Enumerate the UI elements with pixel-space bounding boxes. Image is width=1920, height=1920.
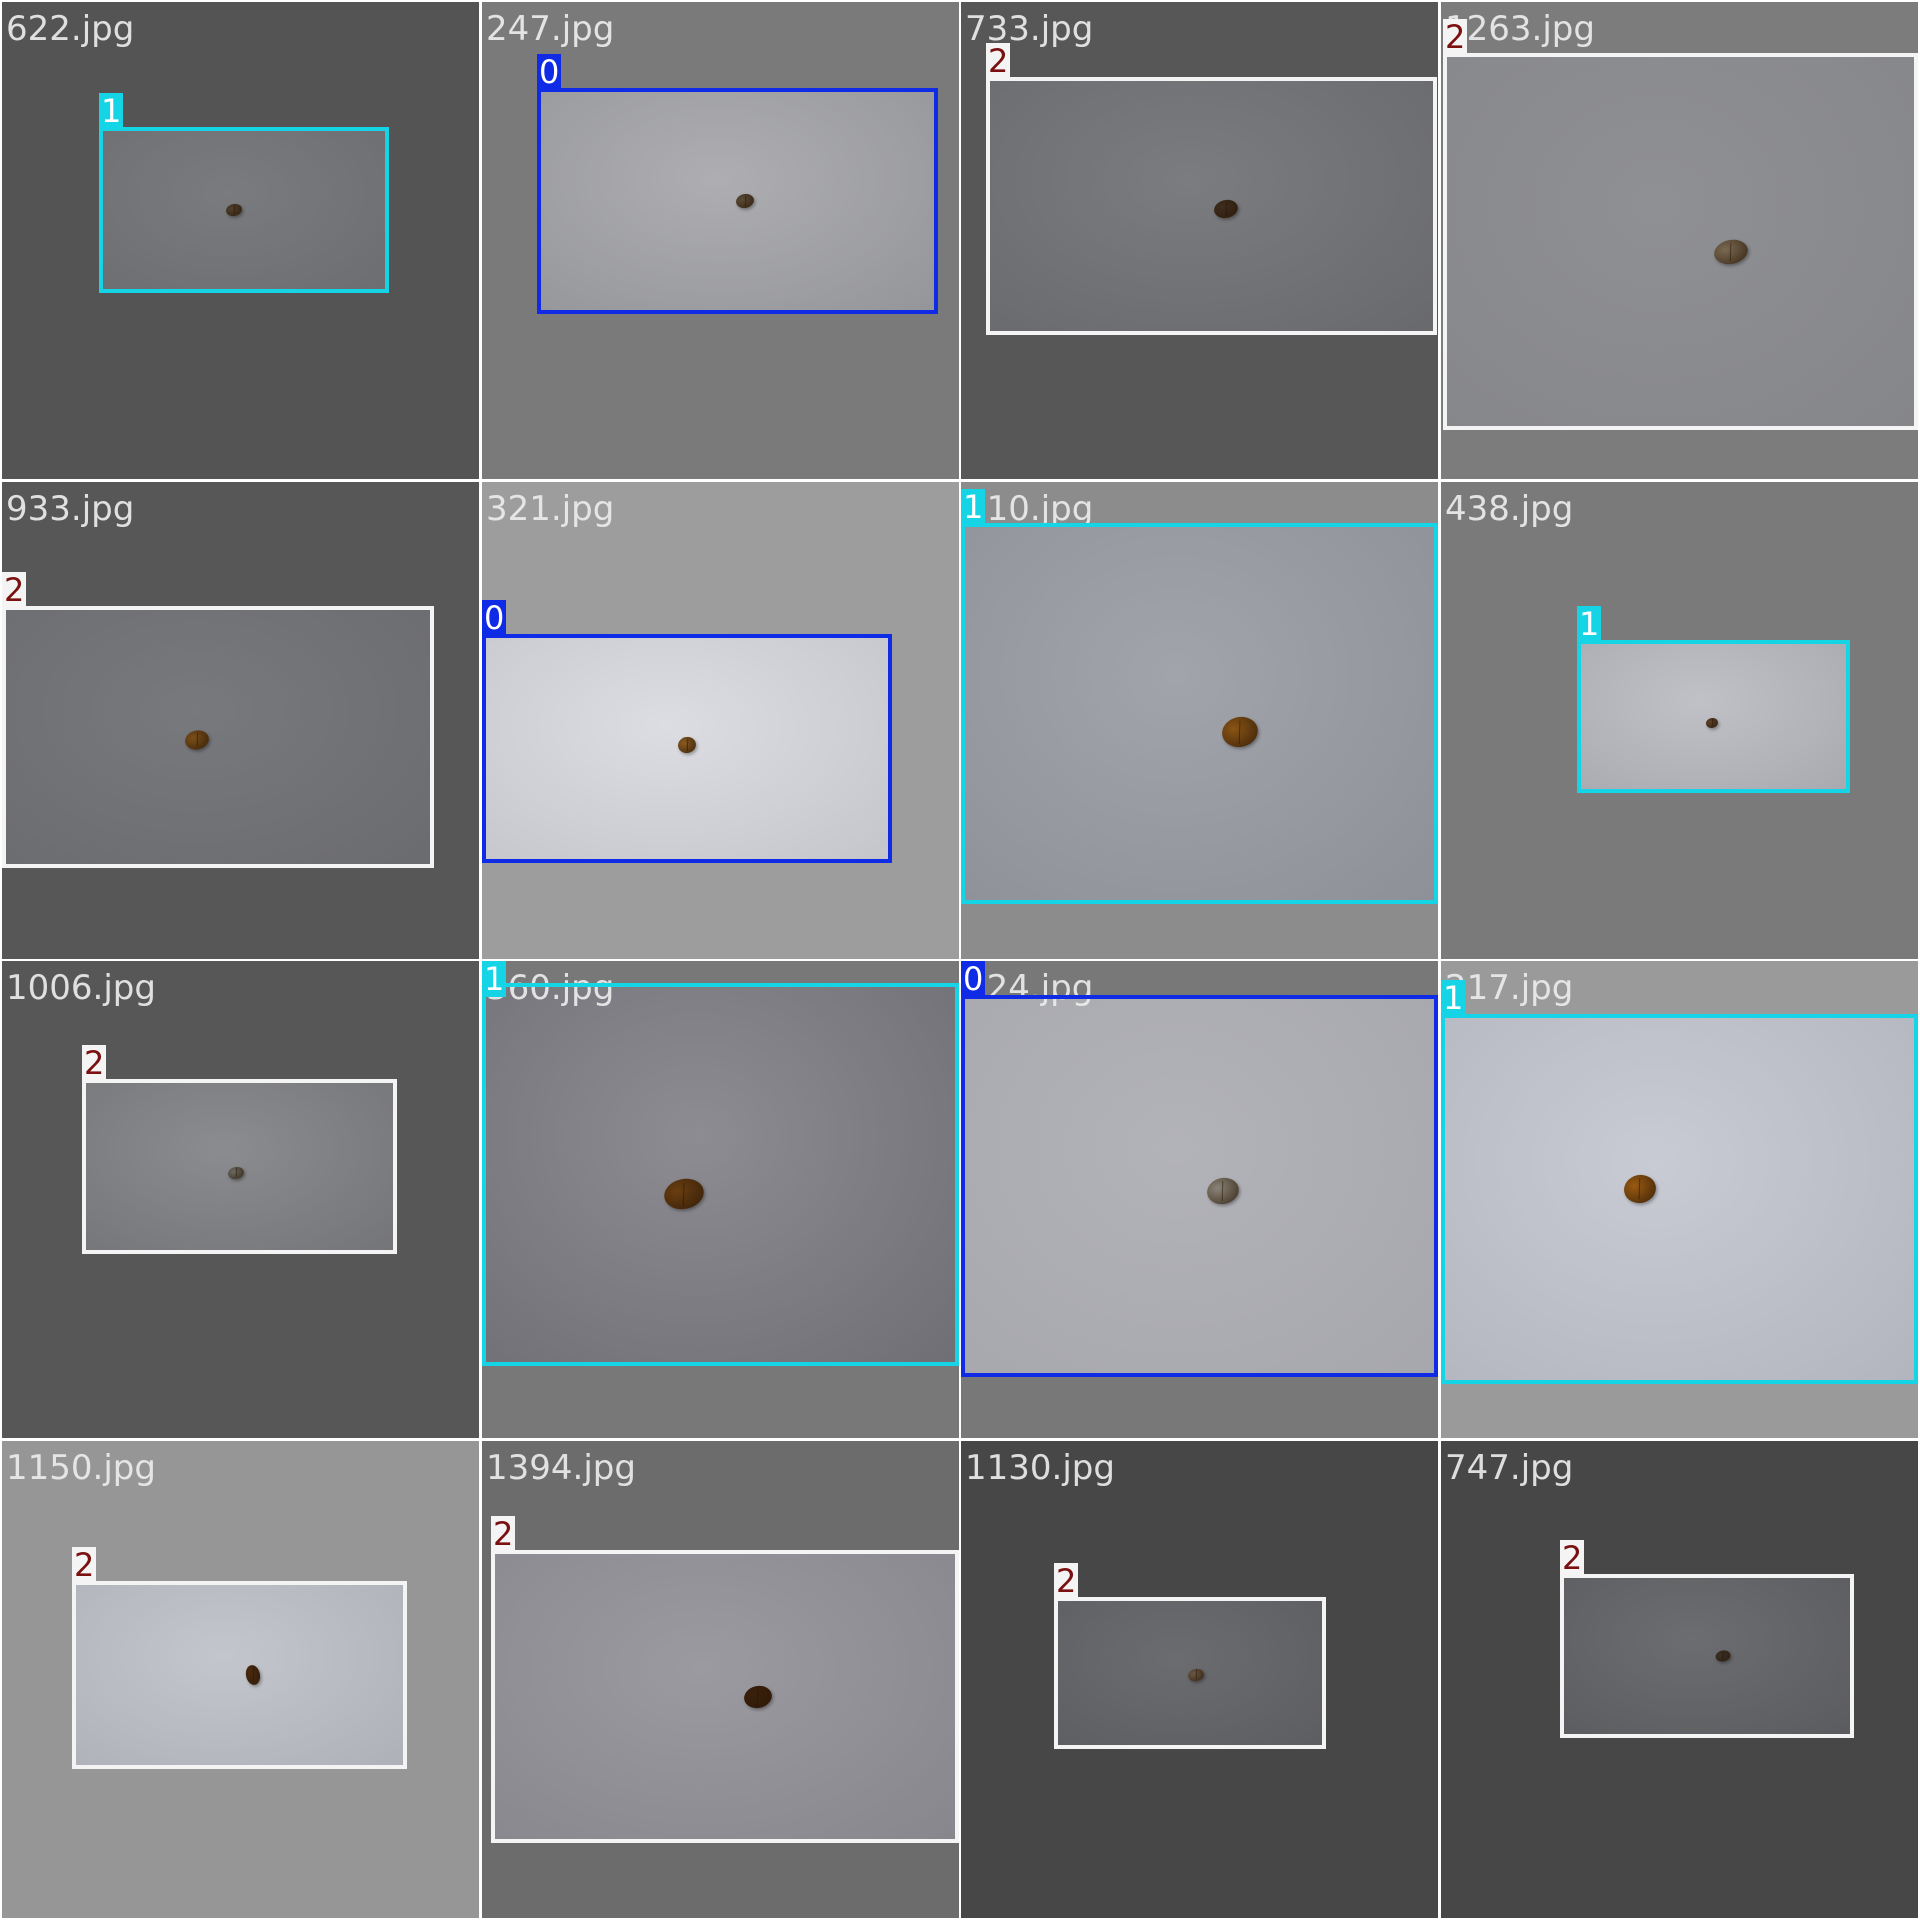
sample-photo <box>961 523 1438 904</box>
bounding-box <box>72 1581 407 1769</box>
file-name: 217.jpg <box>1445 968 1574 1008</box>
mosaic-tile: 933.jpg 2 <box>2 482 479 959</box>
bounding-box <box>82 1079 397 1254</box>
mosaic-tile: 247.jpg 0 <box>482 2 959 479</box>
class-label: 2 <box>72 1546 97 1584</box>
file-name: 1130.jpg <box>965 1448 1115 1488</box>
mosaic-tile: 321.jpg 0 <box>482 482 959 959</box>
file-name: 360.jpg <box>486 968 615 1008</box>
sample-photo <box>1560 1574 1854 1738</box>
bounding-box <box>2 606 434 868</box>
sample-photo <box>961 995 1438 1377</box>
sample-photo <box>491 1550 959 1843</box>
class-label: 2 <box>82 1044 107 1082</box>
mosaic-tile: 1150.jpg 2 <box>2 1441 479 1918</box>
class-label: 0 <box>537 53 562 91</box>
mosaic-tile: 224.jpg 0 <box>961 961 1438 1438</box>
sample-photo <box>1443 53 1918 430</box>
bounding-box <box>1443 53 1918 430</box>
class-label: 2 <box>1560 1539 1585 1577</box>
file-name: 1150.jpg <box>6 1448 156 1488</box>
bounding-box <box>537 88 938 314</box>
sample-photo <box>2 606 434 868</box>
sample-photo <box>1577 640 1850 793</box>
file-name: 1006.jpg <box>6 968 156 1008</box>
file-name: 224.jpg <box>965 968 1094 1008</box>
mosaic-tile: 360.jpg 1 <box>482 961 959 1438</box>
sample-photo <box>986 77 1437 335</box>
mosaic-tile: 1394.jpg 2 <box>482 1441 959 1918</box>
sample-photo <box>482 983 959 1366</box>
sample-photo <box>72 1581 407 1769</box>
bounding-box <box>482 634 892 863</box>
mosaic-tile: 1263.jpg 2 <box>1441 2 1918 479</box>
mosaic-tile: 1130.jpg 2 <box>961 1441 1438 1918</box>
class-label: 2 <box>986 42 1011 80</box>
file-name: 1263.jpg <box>1445 9 1595 49</box>
class-label: 2 <box>2 571 27 609</box>
class-label: 1 <box>482 961 507 998</box>
class-label: 2 <box>1443 18 1468 56</box>
bounding-box <box>1577 640 1850 793</box>
class-label: 0 <box>482 599 507 637</box>
file-name: 733.jpg <box>965 9 1094 49</box>
class-label: 1 <box>961 488 986 526</box>
file-name: 622.jpg <box>6 9 135 49</box>
bounding-box <box>99 127 389 293</box>
file-name: 747.jpg <box>1445 1448 1574 1488</box>
file-name: 110.jpg <box>965 489 1094 529</box>
mosaic-tile: 622.jpg 1 <box>2 2 479 479</box>
class-label: 2 <box>1054 1562 1079 1600</box>
mosaic-tile: 217.jpg 1 <box>1441 961 1918 1438</box>
bounding-box <box>961 995 1438 1377</box>
class-label: 1 <box>1441 979 1466 1017</box>
file-name: 247.jpg <box>486 9 615 49</box>
mosaic-tile: 438.jpg 1 <box>1441 482 1918 959</box>
bounding-box <box>986 77 1437 335</box>
mosaic-tile: 110.jpg 1 <box>961 482 1438 959</box>
file-name: 1394.jpg <box>486 1448 636 1488</box>
mosaic-tile: 747.jpg 2 <box>1441 1441 1918 1918</box>
bounding-box <box>1054 1597 1326 1749</box>
file-name: 933.jpg <box>6 489 135 529</box>
file-name: 321.jpg <box>486 489 615 529</box>
class-label: 1 <box>99 92 124 130</box>
mosaic-tile: 1006.jpg 2 <box>2 961 479 1438</box>
sample-photo <box>99 127 389 293</box>
bounding-box <box>1441 1014 1918 1384</box>
file-name: 438.jpg <box>1445 489 1574 529</box>
class-label: 0 <box>961 961 986 998</box>
bounding-box <box>482 983 959 1366</box>
bounding-box <box>961 523 1438 904</box>
sample-photo <box>1441 1014 1918 1384</box>
bounding-box <box>1560 1574 1854 1738</box>
class-label: 2 <box>491 1515 516 1553</box>
bounding-box <box>491 1550 959 1843</box>
mosaic-tile: 733.jpg 2 <box>961 2 1438 479</box>
class-label: 1 <box>1577 605 1602 643</box>
